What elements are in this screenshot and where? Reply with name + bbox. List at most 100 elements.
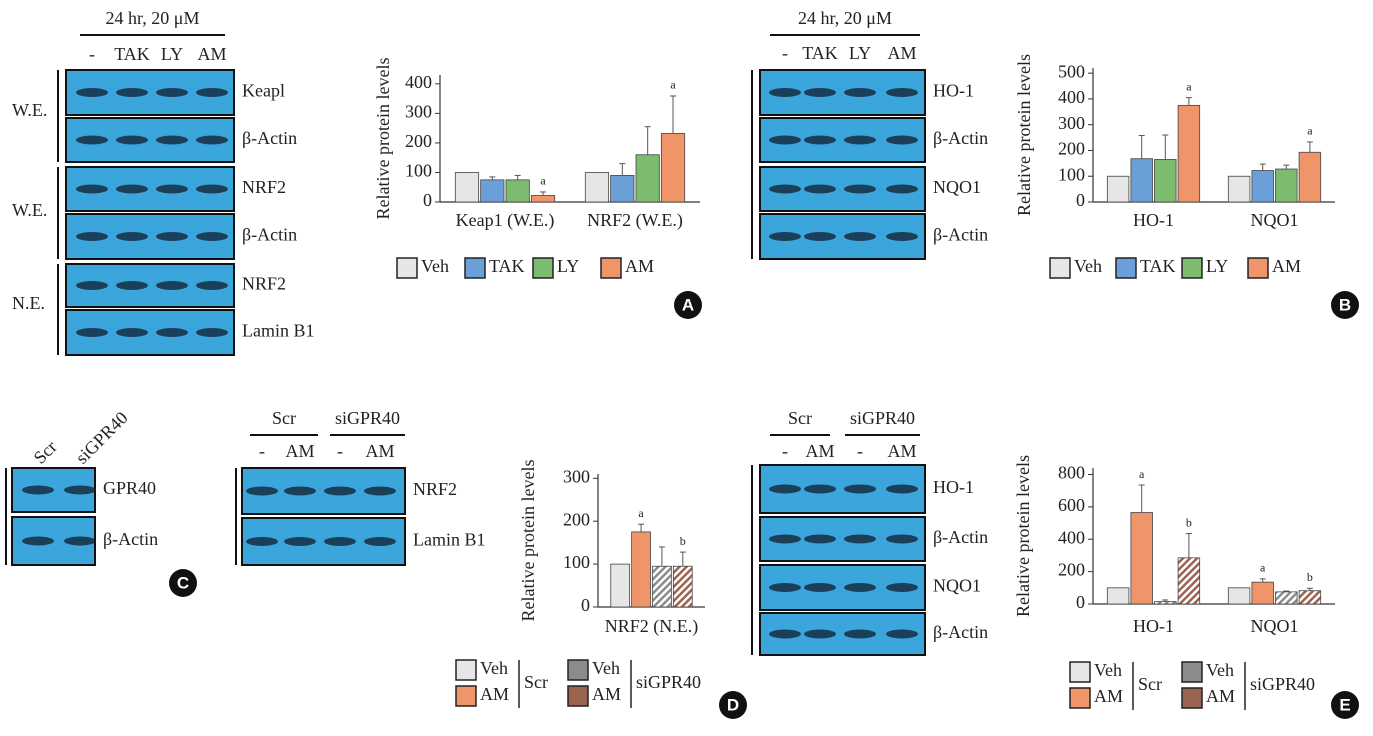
band bbox=[804, 629, 836, 639]
lane-label: AM bbox=[887, 43, 916, 63]
y-tick-label: 100 bbox=[563, 552, 590, 572]
band bbox=[804, 88, 836, 97]
band bbox=[64, 485, 96, 495]
blot-header: 24 hr, 20 μM bbox=[106, 8, 200, 28]
bar bbox=[1251, 581, 1274, 605]
band bbox=[769, 484, 801, 494]
panel-badge bbox=[1331, 691, 1359, 719]
legend-swatch bbox=[532, 257, 554, 279]
y-tick-label: 200 bbox=[1058, 139, 1085, 159]
bar bbox=[1275, 591, 1298, 605]
panel-badge bbox=[674, 291, 702, 319]
row-label: β-Actin bbox=[933, 225, 988, 245]
lane-label: LY bbox=[849, 43, 871, 63]
band bbox=[886, 629, 918, 639]
y-tick-label: 200 bbox=[405, 131, 432, 151]
band bbox=[156, 135, 188, 145]
band bbox=[364, 537, 396, 546]
fraction-label: N.E. bbox=[12, 293, 45, 313]
bar bbox=[480, 179, 505, 203]
row-label: HO-1 bbox=[933, 81, 974, 101]
band bbox=[284, 537, 316, 546]
lane-label: - bbox=[782, 43, 788, 63]
legend-group: siGPR40 bbox=[636, 672, 701, 692]
band bbox=[196, 328, 228, 337]
lane-label: - bbox=[337, 441, 343, 461]
y-axis-title: Relative protein levels bbox=[518, 460, 538, 622]
band bbox=[116, 328, 148, 337]
lane-label: Scr bbox=[30, 437, 61, 468]
band bbox=[844, 484, 876, 494]
legend-label: Veh bbox=[1206, 660, 1234, 680]
bar bbox=[635, 154, 660, 203]
row-label: GPR40 bbox=[103, 478, 156, 498]
band bbox=[886, 484, 918, 494]
bar bbox=[1227, 175, 1251, 203]
legend-swatch bbox=[455, 659, 477, 681]
bar bbox=[1130, 512, 1153, 605]
bar bbox=[631, 531, 651, 608]
bar bbox=[1177, 104, 1201, 203]
legend-group: siGPR40 bbox=[1250, 674, 1315, 694]
fraction-label: W.E. bbox=[12, 100, 47, 120]
band bbox=[196, 88, 228, 97]
band bbox=[76, 135, 108, 145]
bar bbox=[584, 172, 610, 203]
y-tick-label: 200 bbox=[563, 509, 590, 529]
y-tick-label: 600 bbox=[1058, 495, 1085, 515]
band bbox=[804, 583, 836, 592]
x-tick-label: NRF2 (N.E.) bbox=[605, 616, 699, 637]
band bbox=[196, 184, 228, 194]
band bbox=[364, 486, 396, 496]
band bbox=[22, 485, 54, 495]
row-label: β-Actin bbox=[242, 225, 297, 245]
band bbox=[844, 135, 876, 145]
band bbox=[156, 328, 188, 337]
bar bbox=[530, 195, 556, 203]
legend-label: Veh bbox=[1074, 256, 1102, 276]
legend-swatch bbox=[1069, 661, 1091, 683]
bar bbox=[1298, 590, 1322, 605]
legend-swatch bbox=[1181, 661, 1203, 683]
band bbox=[769, 232, 801, 241]
band bbox=[804, 232, 836, 241]
band bbox=[116, 88, 148, 97]
legend-label: AM bbox=[1094, 686, 1123, 706]
band bbox=[196, 281, 228, 290]
band bbox=[844, 534, 876, 544]
y-tick-label: 0 bbox=[1076, 190, 1085, 210]
lane-label: AM bbox=[197, 44, 226, 64]
panel-letter: A bbox=[682, 295, 694, 314]
y-tick-label: 300 bbox=[563, 466, 590, 486]
x-tick-label: NRF2 (W.E.) bbox=[587, 210, 683, 231]
legend-label: AM bbox=[592, 684, 621, 704]
row-label: β-Actin bbox=[933, 527, 988, 547]
bar bbox=[1106, 587, 1130, 605]
bar bbox=[610, 563, 631, 608]
band bbox=[804, 135, 836, 145]
x-tick-label: NQO1 bbox=[1251, 210, 1299, 230]
band bbox=[844, 629, 876, 639]
band bbox=[769, 583, 801, 592]
band bbox=[196, 135, 228, 145]
bar bbox=[1275, 168, 1298, 203]
legend-group: Scr bbox=[1138, 674, 1162, 694]
y-tick-label: 0 bbox=[581, 595, 590, 615]
significance-label: a bbox=[1186, 79, 1192, 93]
band bbox=[886, 534, 918, 544]
band bbox=[116, 135, 148, 145]
legend-swatch bbox=[1181, 687, 1203, 709]
band bbox=[886, 583, 918, 592]
significance-label: a bbox=[1307, 124, 1313, 138]
bar bbox=[1154, 601, 1177, 605]
y-tick-label: 300 bbox=[405, 102, 432, 122]
lane-label: AM bbox=[365, 441, 394, 461]
legend-label: Veh bbox=[421, 256, 449, 276]
y-tick-label: 0 bbox=[423, 190, 432, 210]
band bbox=[116, 184, 148, 194]
bar bbox=[1298, 151, 1322, 203]
panel-letter: E bbox=[1339, 695, 1350, 714]
legend-swatch bbox=[600, 257, 622, 279]
y-tick-label: 300 bbox=[1058, 113, 1085, 133]
band bbox=[769, 184, 801, 194]
